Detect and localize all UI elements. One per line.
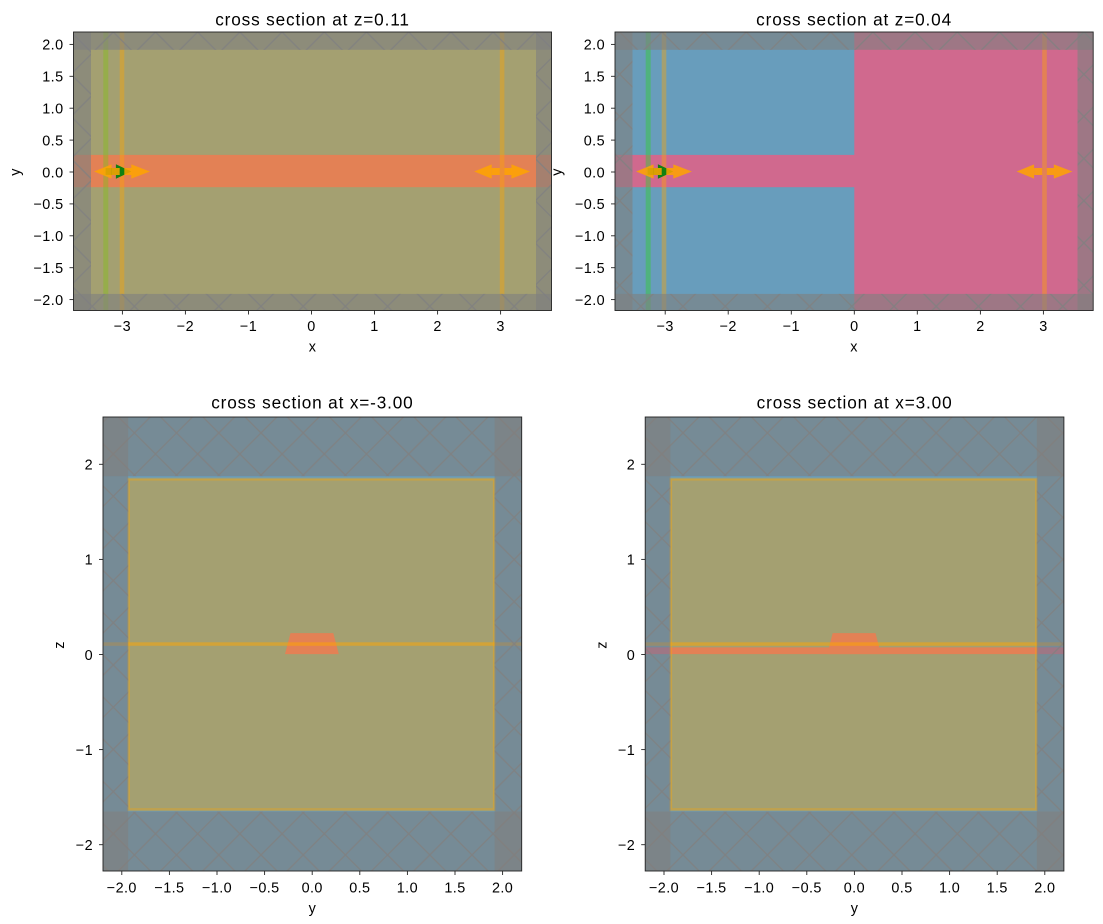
svg-text:cross section at x=3.00: cross section at x=3.00 (757, 392, 953, 412)
svg-text:cross section at z=0.04: cross section at z=0.04 (756, 10, 952, 30)
svg-text:−0.5: −0.5 (575, 197, 605, 213)
svg-text:−2.0: −2.0 (107, 881, 137, 897)
svg-text:−1.5: −1.5 (33, 261, 63, 277)
svg-text:y: y (549, 168, 565, 176)
svg-text:−1.0: −1.0 (575, 229, 605, 245)
svg-text:0.0: 0.0 (42, 165, 63, 181)
svg-text:2: 2 (627, 458, 635, 474)
svg-text:0.0: 0.0 (302, 881, 323, 897)
svg-text:2: 2 (433, 319, 441, 335)
svg-text:1.5: 1.5 (42, 70, 63, 86)
svg-text:3: 3 (1039, 319, 1047, 335)
svg-text:−2: −2 (720, 319, 737, 335)
svg-text:2: 2 (85, 458, 93, 474)
svg-text:1: 1 (913, 319, 921, 335)
svg-text:−2.0: −2.0 (649, 881, 679, 897)
svg-text:0: 0 (627, 648, 635, 664)
svg-text:−0.5: −0.5 (250, 881, 280, 897)
svg-text:−2: −2 (177, 319, 194, 335)
svg-text:y: y (8, 168, 24, 176)
svg-text:1: 1 (627, 553, 635, 569)
svg-text:0.0: 0.0 (584, 165, 605, 181)
svg-text:−3: −3 (114, 319, 131, 335)
svg-text:3: 3 (496, 319, 504, 335)
svg-text:−3: −3 (657, 319, 674, 335)
svg-text:1.5: 1.5 (444, 881, 465, 897)
svg-text:x: x (850, 340, 858, 356)
svg-text:−1: −1 (783, 319, 800, 335)
svg-text:y: y (851, 901, 859, 917)
svg-text:−1.5: −1.5 (575, 261, 605, 277)
svg-text:−1: −1 (76, 743, 93, 759)
svg-text:−2: −2 (76, 838, 93, 854)
svg-text:0.0: 0.0 (844, 881, 865, 897)
svg-text:−0.5: −0.5 (792, 881, 822, 897)
svg-text:z: z (594, 641, 610, 649)
svg-text:2.0: 2.0 (492, 881, 513, 897)
svg-text:1.5: 1.5 (584, 70, 605, 86)
svg-text:1: 1 (85, 553, 93, 569)
svg-text:−1: −1 (618, 743, 635, 759)
svg-text:−1: −1 (240, 319, 257, 335)
svg-text:−1.0: −1.0 (33, 229, 63, 245)
svg-text:0: 0 (85, 648, 93, 664)
svg-text:2.0: 2.0 (584, 38, 605, 54)
svg-text:1.0: 1.0 (584, 102, 605, 118)
svg-text:−1.0: −1.0 (202, 881, 232, 897)
svg-text:−2: −2 (618, 838, 635, 854)
svg-text:−2.0: −2.0 (575, 293, 605, 309)
svg-text:0: 0 (307, 319, 315, 335)
svg-text:−2.0: −2.0 (33, 293, 63, 309)
svg-text:2.0: 2.0 (1034, 881, 1055, 897)
svg-text:0.5: 0.5 (42, 133, 63, 149)
svg-text:2.0: 2.0 (42, 38, 63, 54)
svg-text:z: z (52, 641, 68, 649)
svg-text:1: 1 (370, 319, 378, 335)
svg-text:−1.0: −1.0 (744, 881, 774, 897)
svg-text:0.5: 0.5 (584, 133, 605, 149)
svg-text:1.0: 1.0 (42, 102, 63, 118)
svg-text:1.5: 1.5 (987, 881, 1008, 897)
svg-text:0.5: 0.5 (349, 881, 370, 897)
svg-text:x: x (309, 340, 317, 356)
svg-text:1.0: 1.0 (939, 881, 960, 897)
svg-text:2: 2 (976, 319, 984, 335)
svg-text:−1.5: −1.5 (697, 881, 727, 897)
svg-text:y: y (309, 901, 317, 917)
svg-text:−0.5: −0.5 (33, 197, 63, 213)
svg-text:0: 0 (850, 319, 858, 335)
svg-text:0.5: 0.5 (891, 881, 912, 897)
svg-text:cross section at z=0.11: cross section at z=0.11 (215, 10, 410, 30)
svg-text:−1.5: −1.5 (154, 881, 184, 897)
svg-text:cross section at x=-3.00: cross section at x=-3.00 (211, 392, 413, 412)
svg-text:1.0: 1.0 (397, 881, 418, 897)
